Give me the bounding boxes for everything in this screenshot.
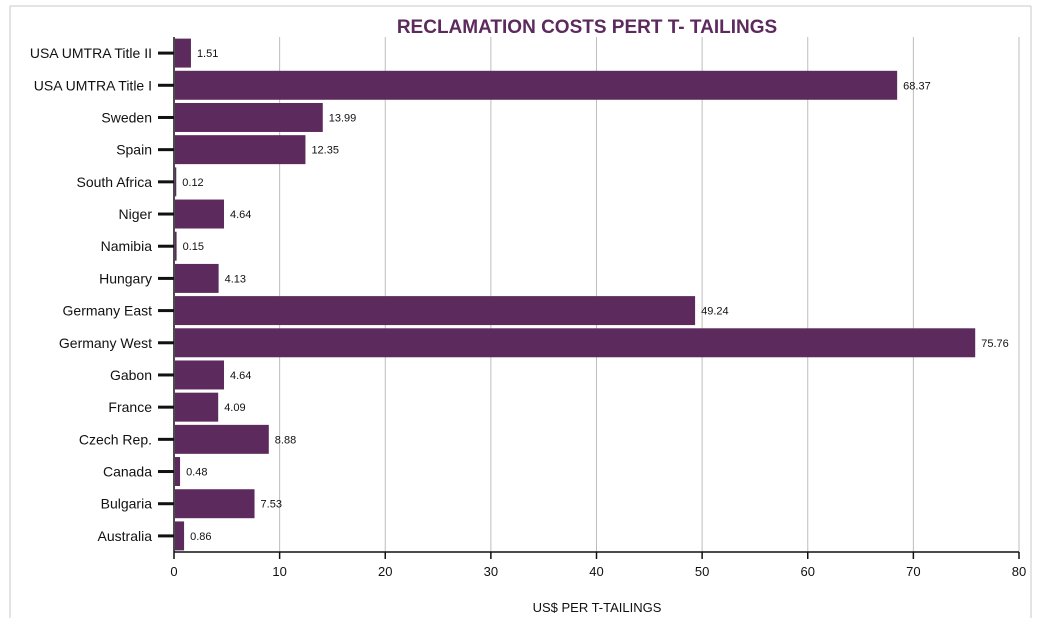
category-label-2: Sweden [101, 109, 152, 125]
data-label-2: 13.99 [329, 112, 357, 124]
x-tick-label-0: 0 [170, 564, 177, 579]
data-label-12: 8.88 [275, 434, 296, 446]
data-label-5: 4.64 [230, 209, 251, 221]
x-tick-label-30: 30 [484, 564, 498, 579]
data-label-11: 4.09 [224, 402, 245, 414]
bar-0 [175, 38, 191, 68]
bar-9 [175, 328, 976, 358]
data-label-0: 1.51 [197, 48, 218, 60]
category-label-1: USA UMTRA Title I [34, 77, 152, 93]
x-tick-label-70: 70 [906, 564, 920, 579]
x-tick-label-20: 20 [378, 564, 392, 579]
category-label-0: USA UMTRA Title II [30, 45, 152, 61]
data-label-4: 0.12 [182, 177, 203, 189]
category-label-15: Australia [98, 528, 153, 544]
category-label-8: Germany East [63, 303, 153, 319]
bars [175, 38, 976, 551]
category-labels: USA UMTRA Title II USA UMTRA Title I Swede… [30, 45, 152, 544]
x-tick-label-40: 40 [589, 564, 603, 579]
category-label-12: Czech Rep. [79, 431, 152, 447]
category-label-7: Hungary [99, 270, 152, 286]
bar-2 [175, 102, 323, 132]
bar-5 [175, 199, 225, 229]
grid-lines [279, 37, 1020, 552]
data-label-14: 7.53 [261, 499, 282, 511]
bar-3 [175, 135, 306, 165]
category-label-10: Gabon [110, 367, 152, 383]
data-label-6: 0.15 [183, 241, 204, 253]
bar-13 [175, 457, 181, 487]
data-label-3: 12.35 [311, 145, 339, 157]
bar-7 [175, 263, 219, 293]
data-label-7: 4.13 [225, 273, 246, 285]
data-label-8: 49.24 [701, 306, 729, 318]
category-label-11: France [108, 399, 152, 415]
category-label-3: Spain [116, 142, 152, 158]
data-labels: 1.51 68.37 13.99 12.35 0.12 4.64 0.15 4.13 49.24… [182, 48, 1008, 543]
bar-15 [175, 521, 185, 551]
data-label-13: 0.48 [186, 467, 207, 479]
bar-8 [175, 296, 696, 326]
x-tick-label-10: 10 [272, 564, 286, 579]
x-axis-title: US$ PER T-TAILINGS [533, 600, 662, 615]
bar-11 [175, 392, 219, 422]
category-label-14: Bulgaria [101, 496, 153, 512]
data-label-1: 68.37 [903, 80, 931, 92]
category-label-13: Canada [103, 464, 152, 480]
bar-4 [175, 167, 177, 197]
data-label-10: 4.64 [230, 370, 251, 382]
bar-10 [175, 360, 225, 390]
x-tick-label-60: 60 [801, 564, 815, 579]
bar-1 [175, 70, 898, 100]
bar-12 [175, 424, 269, 454]
bar-6 [175, 231, 177, 261]
category-label-9: Germany West [59, 335, 152, 351]
x-tick-label-80: 80 [1012, 564, 1026, 579]
chart-title: RECLAMATION COSTS PERT T- TAILINGS [397, 17, 777, 38]
data-label-9: 75.76 [981, 338, 1009, 350]
data-label-15: 0.86 [190, 531, 211, 543]
category-label-5: Niger [119, 206, 153, 222]
axes: 0 10 20 30 40 50 60 70 80 [158, 37, 1026, 579]
category-label-4: South Africa [77, 174, 153, 190]
category-label-6: Namibia [101, 238, 153, 254]
bar-14 [175, 489, 255, 519]
x-tick-label-50: 50 [695, 564, 709, 579]
